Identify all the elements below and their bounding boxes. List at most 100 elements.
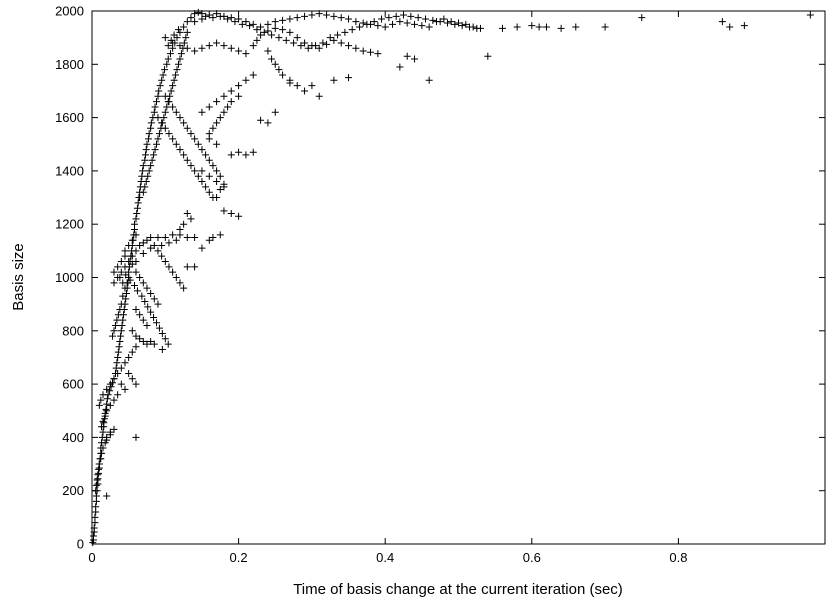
data-point xyxy=(132,215,140,223)
data-point xyxy=(425,23,433,31)
data-point xyxy=(271,108,279,116)
data-point xyxy=(99,444,107,452)
y-tick-label: 1800 xyxy=(55,57,84,72)
data-point xyxy=(138,172,146,180)
data-point xyxy=(330,36,338,44)
plot-frame xyxy=(91,10,826,545)
data-point xyxy=(249,148,257,156)
data-point xyxy=(308,11,316,19)
data-point xyxy=(132,343,140,351)
data-point xyxy=(147,289,155,297)
data-point xyxy=(209,14,217,22)
data-point xyxy=(205,236,213,244)
data-point xyxy=(191,263,199,271)
data-point xyxy=(158,119,166,127)
data-point xyxy=(117,364,125,372)
x-tick-label: 0.2 xyxy=(230,550,248,565)
data-point xyxy=(264,47,272,55)
data-point xyxy=(216,231,224,239)
data-point xyxy=(374,22,382,30)
data-point xyxy=(572,23,580,31)
data-point xyxy=(169,135,177,143)
y-tick-label: 1200 xyxy=(55,217,84,232)
data-point xyxy=(150,151,158,159)
data-point xyxy=(147,337,155,345)
data-point xyxy=(293,14,301,22)
x-tick-label: 0.6 xyxy=(523,550,541,565)
data-point xyxy=(638,14,646,22)
data-point xyxy=(220,207,228,215)
data-point xyxy=(117,327,125,335)
data-point xyxy=(235,82,243,90)
data-point xyxy=(128,375,136,383)
data-point xyxy=(187,130,195,138)
data-point xyxy=(164,42,172,50)
data-point xyxy=(131,281,139,289)
data-point xyxy=(198,178,206,186)
data-point xyxy=(91,513,99,521)
data-point xyxy=(164,340,172,348)
data-point xyxy=(235,212,243,220)
data-point xyxy=(220,108,228,116)
data-point xyxy=(132,258,140,266)
y-tick-label: 400 xyxy=(62,430,84,445)
data-point xyxy=(153,140,161,148)
data-point xyxy=(396,18,404,26)
data-point xyxy=(213,167,221,175)
data-point xyxy=(172,71,180,79)
data-point xyxy=(227,14,235,22)
data-point xyxy=(191,18,199,26)
data-point xyxy=(253,36,261,44)
data-point xyxy=(198,244,206,252)
data-point xyxy=(125,353,133,361)
data-point xyxy=(132,305,140,313)
data-point xyxy=(113,359,121,367)
y-tick-label: 2000 xyxy=(55,4,84,19)
data-point xyxy=(155,87,163,95)
data-point xyxy=(359,47,367,55)
y-tick-label: 1600 xyxy=(55,110,84,125)
data-point xyxy=(205,172,213,180)
data-point xyxy=(92,492,100,500)
data-point xyxy=(139,337,147,345)
data-point xyxy=(117,332,125,340)
data-point xyxy=(293,82,301,90)
data-point xyxy=(271,60,279,68)
data-point xyxy=(352,18,360,26)
data-point xyxy=(158,329,166,337)
data-point xyxy=(224,15,232,23)
data-point xyxy=(227,98,235,106)
data-point xyxy=(242,18,250,26)
data-point xyxy=(106,401,114,409)
data-point xyxy=(213,98,221,106)
data-point xyxy=(110,425,118,433)
data-point xyxy=(282,36,290,44)
data-point xyxy=(164,55,172,63)
data-point xyxy=(249,20,257,28)
data-point xyxy=(176,55,184,63)
data-point xyxy=(213,119,221,127)
data-point xyxy=(312,42,320,50)
data-point xyxy=(180,220,188,228)
x-axis-ticks: 0 0.2 0.4 0.6 0.8 xyxy=(88,11,687,565)
data-point xyxy=(356,23,364,31)
data-point xyxy=(139,162,147,170)
data-point xyxy=(315,92,323,100)
data-point xyxy=(93,476,101,484)
data-point xyxy=(271,24,279,32)
data-point xyxy=(198,167,206,175)
data-point xyxy=(128,348,136,356)
data-point xyxy=(352,44,360,52)
data-point xyxy=(99,428,107,436)
data-point xyxy=(257,31,265,39)
data-point xyxy=(191,167,199,175)
data-point xyxy=(122,271,130,279)
data-point xyxy=(147,119,155,127)
data-point xyxy=(103,436,111,444)
data-point xyxy=(145,167,153,175)
data-point xyxy=(158,242,166,250)
data-point xyxy=(205,135,213,143)
data-point xyxy=(465,23,473,31)
data-point xyxy=(174,60,182,68)
data-point xyxy=(378,15,386,23)
